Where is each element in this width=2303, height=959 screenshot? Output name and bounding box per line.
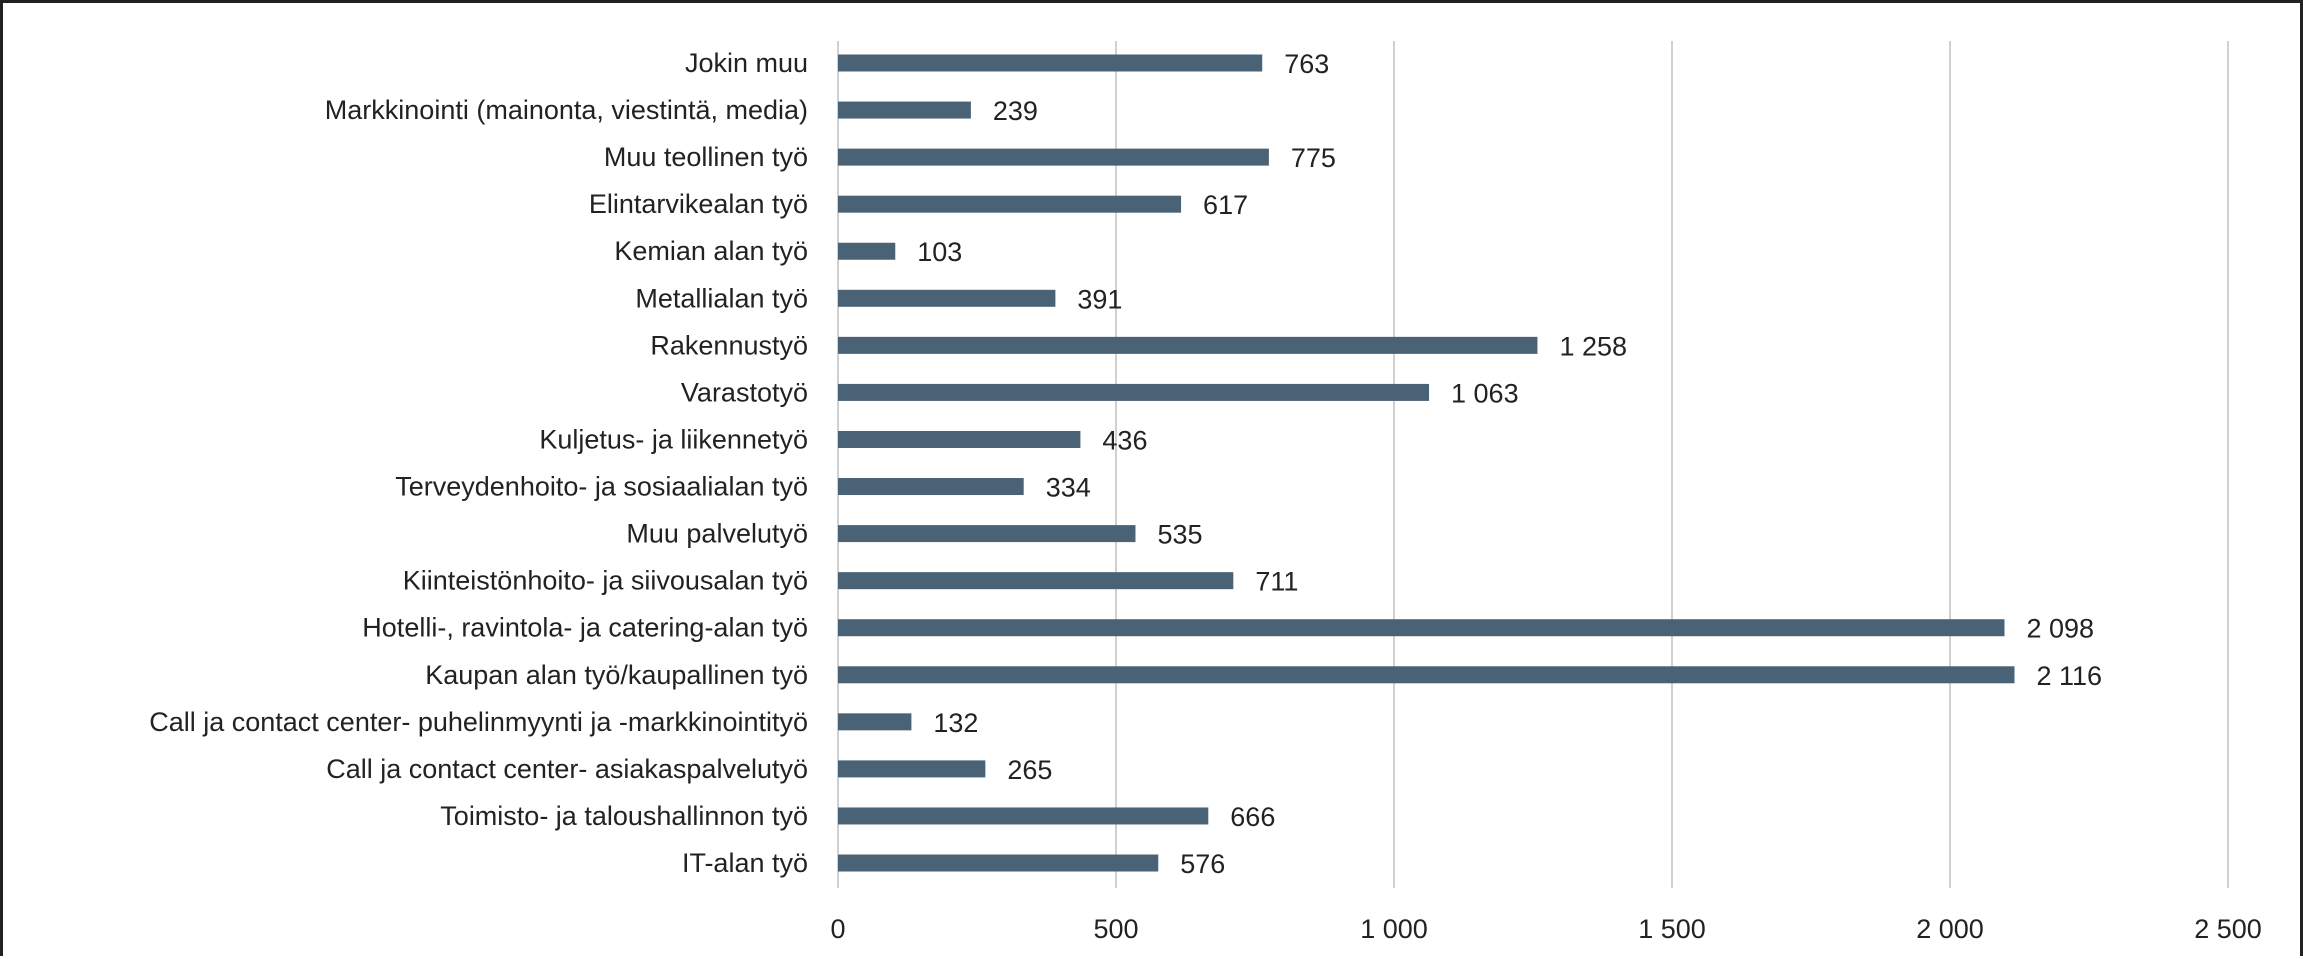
- category-label: Hotelli-, ravintola- ja catering-alan ty…: [362, 613, 808, 643]
- category-label: Jokin muu: [685, 48, 808, 78]
- value-label: 617: [1203, 190, 1248, 220]
- bar: [838, 807, 1209, 825]
- value-label: 711: [1255, 567, 1298, 597]
- bars: [838, 54, 2015, 872]
- bar: [838, 195, 1182, 213]
- value-label: 265: [1007, 755, 1052, 785]
- bar: [838, 525, 1136, 543]
- category-label: Toimisto- ja taloushallinnon työ: [440, 801, 808, 831]
- category-label: Markkinointi (mainonta, viestintä, media…: [325, 95, 808, 125]
- value-label: 535: [1157, 520, 1202, 550]
- category-label: Elintarvikealan työ: [589, 189, 808, 219]
- bar: [838, 148, 1269, 166]
- x-tick-label: 1 000: [1360, 914, 1428, 944]
- category-label: Call ja contact center- puhelinmyynti ja…: [149, 707, 808, 737]
- bar: [838, 478, 1024, 496]
- category-label: Varastotyö: [681, 377, 808, 407]
- value-label: 576: [1180, 849, 1225, 879]
- category-label: IT-alan työ: [682, 848, 808, 878]
- category-label: Kemian alan työ: [614, 236, 808, 266]
- value-label: 436: [1102, 425, 1147, 455]
- x-tick-label: 2 000: [1916, 914, 1984, 944]
- category-label: Metallialan työ: [635, 283, 808, 313]
- value-label: 775: [1291, 143, 1336, 173]
- bar: [838, 101, 971, 119]
- value-label: 666: [1230, 802, 1275, 832]
- value-label: 132: [933, 708, 978, 738]
- value-label: 391: [1077, 284, 1122, 314]
- value-label: 763: [1284, 49, 1329, 79]
- value-label: 103: [917, 237, 962, 267]
- bar: [838, 289, 1056, 307]
- x-tick-label: 0: [830, 914, 845, 944]
- bar: [838, 666, 2015, 684]
- value-labels: 763 239 775 617 103 391 1 258 1 063 436 334 535 711…: [917, 49, 2102, 879]
- x-tick-label: 1 500: [1638, 914, 1706, 944]
- category-label: Rakennustyö: [650, 330, 808, 360]
- value-label: 2 098: [2026, 614, 2094, 644]
- category-label: Muu palvelutyö: [626, 519, 808, 549]
- bar: [838, 619, 2005, 637]
- bar: [838, 430, 1081, 448]
- category-labels: Jokin muu Markkinointi (mainonta, viestin…: [149, 48, 808, 878]
- value-label: 334: [1046, 473, 1091, 503]
- bar: [838, 54, 1263, 72]
- category-label: Kiinteistönhoito- ja siivousalan työ: [403, 566, 808, 596]
- bar: [838, 760, 986, 778]
- bar: [838, 713, 912, 731]
- category-label: Call ja contact center- asiakaspalveluty…: [326, 754, 808, 784]
- category-label: Kaupan alan työ/kaupallinen työ: [425, 660, 808, 690]
- value-label: 1 063: [1451, 378, 1519, 408]
- bar: [838, 336, 1538, 354]
- category-label: Terveydenhoito- ja sosiaalialan työ: [395, 472, 808, 502]
- x-tick-label: 2 500: [2194, 914, 2262, 944]
- value-label: 2 116: [2036, 661, 2102, 691]
- bar: [838, 572, 1234, 590]
- category-label: Muu teollinen työ: [604, 142, 808, 172]
- value-label: 1 258: [1559, 331, 1627, 361]
- x-axis-tick-labels: 0 500 1 000 1 500 2 000 2 500: [830, 914, 2261, 944]
- bar-chart: Jokin muu Markkinointi (mainonta, viestin…: [149, 41, 2262, 944]
- bar: [838, 383, 1430, 401]
- category-label: Kuljetus- ja liikennetyö: [539, 424, 808, 454]
- bar: [838, 854, 1159, 872]
- bar: [838, 242, 896, 260]
- value-label: 239: [993, 96, 1038, 126]
- x-tick-label: 500: [1093, 914, 1138, 944]
- gridlines: [837, 41, 2229, 888]
